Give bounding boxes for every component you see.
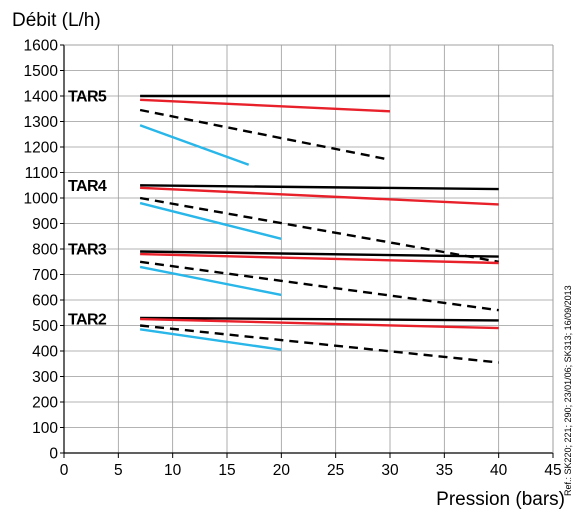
y-tick-label-300: 300: [32, 369, 58, 386]
side-reference-note: Ref.: SK220; 221; 290; 23/01/06; SK313; …: [563, 285, 573, 496]
tar3-line-blue-solid: [139, 265, 282, 297]
tar5-line-red-solid: [140, 98, 391, 113]
y-tick-label-600: 600: [32, 293, 58, 310]
tar2-line-red-solid: [140, 317, 499, 330]
y-tick-label-1500: 1500: [24, 63, 59, 80]
x-axis-title: Pression (bars): [436, 489, 565, 510]
tar4-line-black-dashed: [139, 196, 499, 263]
x-tick-label-30: 30: [381, 462, 399, 479]
y-tick-label-1400: 1400: [24, 89, 59, 106]
y-tick-label-1300: 1300: [24, 114, 59, 131]
y-tick-label-1100: 1100: [25, 165, 59, 182]
x-tick-label-0: 0: [60, 462, 69, 479]
x-tick-label-20: 20: [273, 462, 291, 479]
x-tick-label-45: 45: [544, 462, 561, 479]
tar3-line-black-solid: [140, 250, 499, 258]
group-label-tar3: TAR3: [68, 242, 107, 259]
y-tick-label-1200: 1200: [24, 140, 59, 157]
tar4-line-red-solid: [140, 186, 499, 206]
y-axis-title: Débit (L/h): [12, 10, 101, 31]
series-layer: [139, 94, 499, 364]
y-tick-label-700: 700: [32, 267, 58, 284]
tar5-line-blue-solid: [139, 124, 250, 166]
x-tick-label-25: 25: [327, 462, 344, 479]
group-label-tar4: TAR4: [68, 178, 107, 195]
y-tick-label-100: 100: [32, 420, 58, 437]
tar3-line-red-solid: [140, 252, 499, 265]
axes: 0 5 10 15 20 25 30 35 40 45 0 100 200 300 400 500 600 700…: [24, 38, 562, 480]
tar4-line-black-solid: [140, 184, 499, 191]
tar2-line-blue-solid: [139, 328, 282, 351]
tar3-line-black-dashed: [139, 260, 499, 312]
tar2-line-black-solid: [140, 316, 499, 322]
tar4-line-blue-solid: [139, 201, 282, 240]
tar2-line-black-dashed: [139, 324, 499, 364]
x-tick-label-5: 5: [114, 462, 123, 479]
group-label-tar5: TAR5: [68, 89, 107, 106]
y-tick-label-900: 900: [32, 216, 58, 233]
y-tick-label-1600: 1600: [24, 38, 59, 55]
y-tick-label-200: 200: [32, 395, 58, 412]
y-tick-label-1000: 1000: [24, 191, 59, 208]
group-label-tar2: TAR2: [68, 312, 107, 329]
x-tick-label-40: 40: [490, 462, 508, 479]
y-tick-label-0: 0: [49, 446, 58, 463]
y-tick-label-800: 800: [32, 242, 58, 259]
x-tick-label-15: 15: [218, 462, 235, 479]
x-tick-label-10: 10: [164, 462, 182, 479]
label-layer: TAR5 TAR4 TAR3 TAR2: [68, 89, 107, 329]
y-tick-label-500: 500: [32, 318, 58, 335]
tar5-line-black-dashed: [139, 108, 391, 161]
x-tick-label-35: 35: [436, 462, 453, 479]
y-tick-label-400: 400: [32, 344, 58, 361]
grid: [63, 44, 554, 454]
